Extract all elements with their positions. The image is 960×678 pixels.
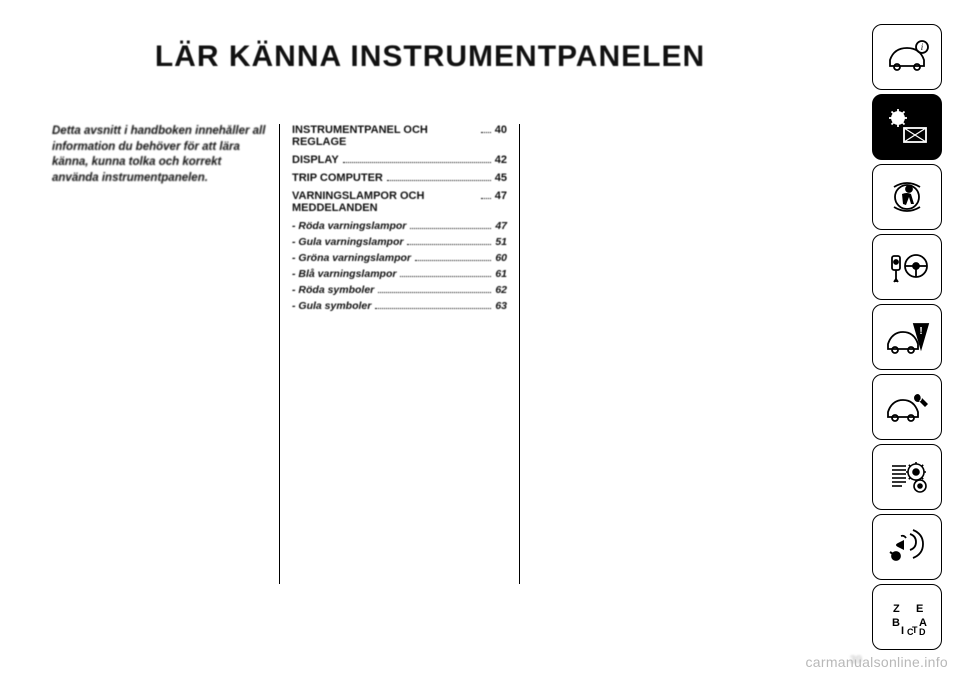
toc-page-number: 40 bbox=[495, 124, 507, 136]
tab-starting-driving[interactable] bbox=[872, 234, 942, 300]
svg-text:T: T bbox=[912, 625, 918, 635]
tab-multimedia[interactable] bbox=[872, 514, 942, 580]
toc-entry: INSTRUMENTPANEL OCH REGLAGE 40 bbox=[292, 124, 507, 148]
toc-entry: - Gröna varningslampor 60 bbox=[292, 252, 507, 264]
svg-text:I: I bbox=[901, 625, 904, 637]
toc-leader-dots bbox=[481, 198, 491, 199]
toc-label: - Blå varningslampor bbox=[292, 268, 396, 280]
toc-entry: TRIP COMPUTER 45 bbox=[292, 172, 507, 184]
chapter-tabs: i bbox=[872, 24, 942, 650]
toc-page-number: 45 bbox=[495, 172, 507, 184]
tab-emergency[interactable]: ! bbox=[872, 304, 942, 370]
toc-label: VARNINGSLAMPOR OCH MEDDELANDEN bbox=[292, 190, 477, 214]
toc-entry: - Röda varningslampor 47 bbox=[292, 220, 507, 232]
toc-column: INSTRUMENTPANEL OCH REGLAGE 40 DISPLAY 42 TR… bbox=[280, 124, 520, 584]
toc-page-number: 47 bbox=[495, 220, 507, 232]
toc-entry: - Gula varningslampor 51 bbox=[292, 236, 507, 248]
toc-entry: - Gula symboler 63 bbox=[292, 300, 507, 312]
toc-leader-dots bbox=[343, 162, 491, 163]
toc-page-number: 61 bbox=[495, 268, 507, 280]
toc-page-number: 60 bbox=[495, 252, 507, 264]
tab-instrument-panel[interactable] bbox=[872, 94, 942, 160]
chapter-title: LÄR KÄNNA INSTRUMENTPANELEN bbox=[40, 40, 820, 74]
svg-text:D: D bbox=[919, 627, 926, 637]
toc-entry: VARNINGSLAMPOR OCH MEDDELANDEN 47 bbox=[292, 190, 507, 214]
empty-column bbox=[520, 124, 760, 584]
tab-index[interactable]: Z E B A I C T D bbox=[872, 584, 942, 650]
toc-page-number: 62 bbox=[495, 284, 507, 296]
svg-text:i: i bbox=[921, 42, 924, 52]
toc-label: - Röda symboler bbox=[292, 284, 374, 296]
tab-safety[interactable] bbox=[872, 164, 942, 230]
toc-entry: DISPLAY 42 bbox=[292, 154, 507, 166]
toc-page-number: 47 bbox=[495, 190, 507, 202]
toc-entry: - Röda symboler 62 bbox=[292, 284, 507, 296]
toc-label: INSTRUMENTPANEL OCH REGLAGE bbox=[292, 124, 477, 148]
toc-leader-dots bbox=[407, 244, 491, 245]
toc-leader-dots bbox=[400, 276, 491, 277]
toc-page-number: 42 bbox=[495, 154, 507, 166]
toc-leader-dots bbox=[387, 180, 491, 181]
svg-text:!: ! bbox=[919, 326, 922, 337]
toc-page-number: 63 bbox=[495, 300, 507, 312]
intro-column: Detta avsnitt i handboken innehåller all… bbox=[40, 124, 280, 584]
toc-label: - Gröna varningslampor bbox=[292, 252, 411, 264]
tab-technical-data[interactable] bbox=[872, 444, 942, 510]
svg-text:Z: Z bbox=[893, 603, 900, 615]
tab-vehicle-info[interactable]: i bbox=[872, 24, 942, 90]
manual-page: LÄR KÄNNA INSTRUMENTPANELEN Detta avsnit… bbox=[40, 20, 820, 660]
toc-entry: - Blå varningslampor 61 bbox=[292, 268, 507, 280]
content-columns: Detta avsnitt i handboken innehåller all… bbox=[40, 124, 820, 584]
toc-label: - Röda varningslampor bbox=[292, 220, 406, 232]
svg-text:B: B bbox=[892, 617, 900, 629]
toc-leader-dots bbox=[415, 260, 491, 261]
toc-page-number: 51 bbox=[495, 236, 507, 248]
watermark-text: carmanualsonline.info bbox=[806, 654, 949, 670]
intro-text: Detta avsnitt i handboken innehåller all… bbox=[52, 124, 267, 186]
toc-leader-dots bbox=[481, 132, 491, 133]
toc-label: - Gula symboler bbox=[292, 300, 371, 312]
svg-text:E: E bbox=[916, 603, 923, 615]
toc-label: DISPLAY bbox=[292, 154, 339, 166]
toc-label: TRIP COMPUTER bbox=[292, 172, 383, 184]
tab-maintenance[interactable] bbox=[872, 374, 942, 440]
toc-leader-dots bbox=[378, 292, 491, 293]
toc-leader-dots bbox=[410, 228, 491, 229]
toc-leader-dots bbox=[375, 308, 491, 309]
toc-label: - Gula varningslampor bbox=[292, 236, 403, 248]
